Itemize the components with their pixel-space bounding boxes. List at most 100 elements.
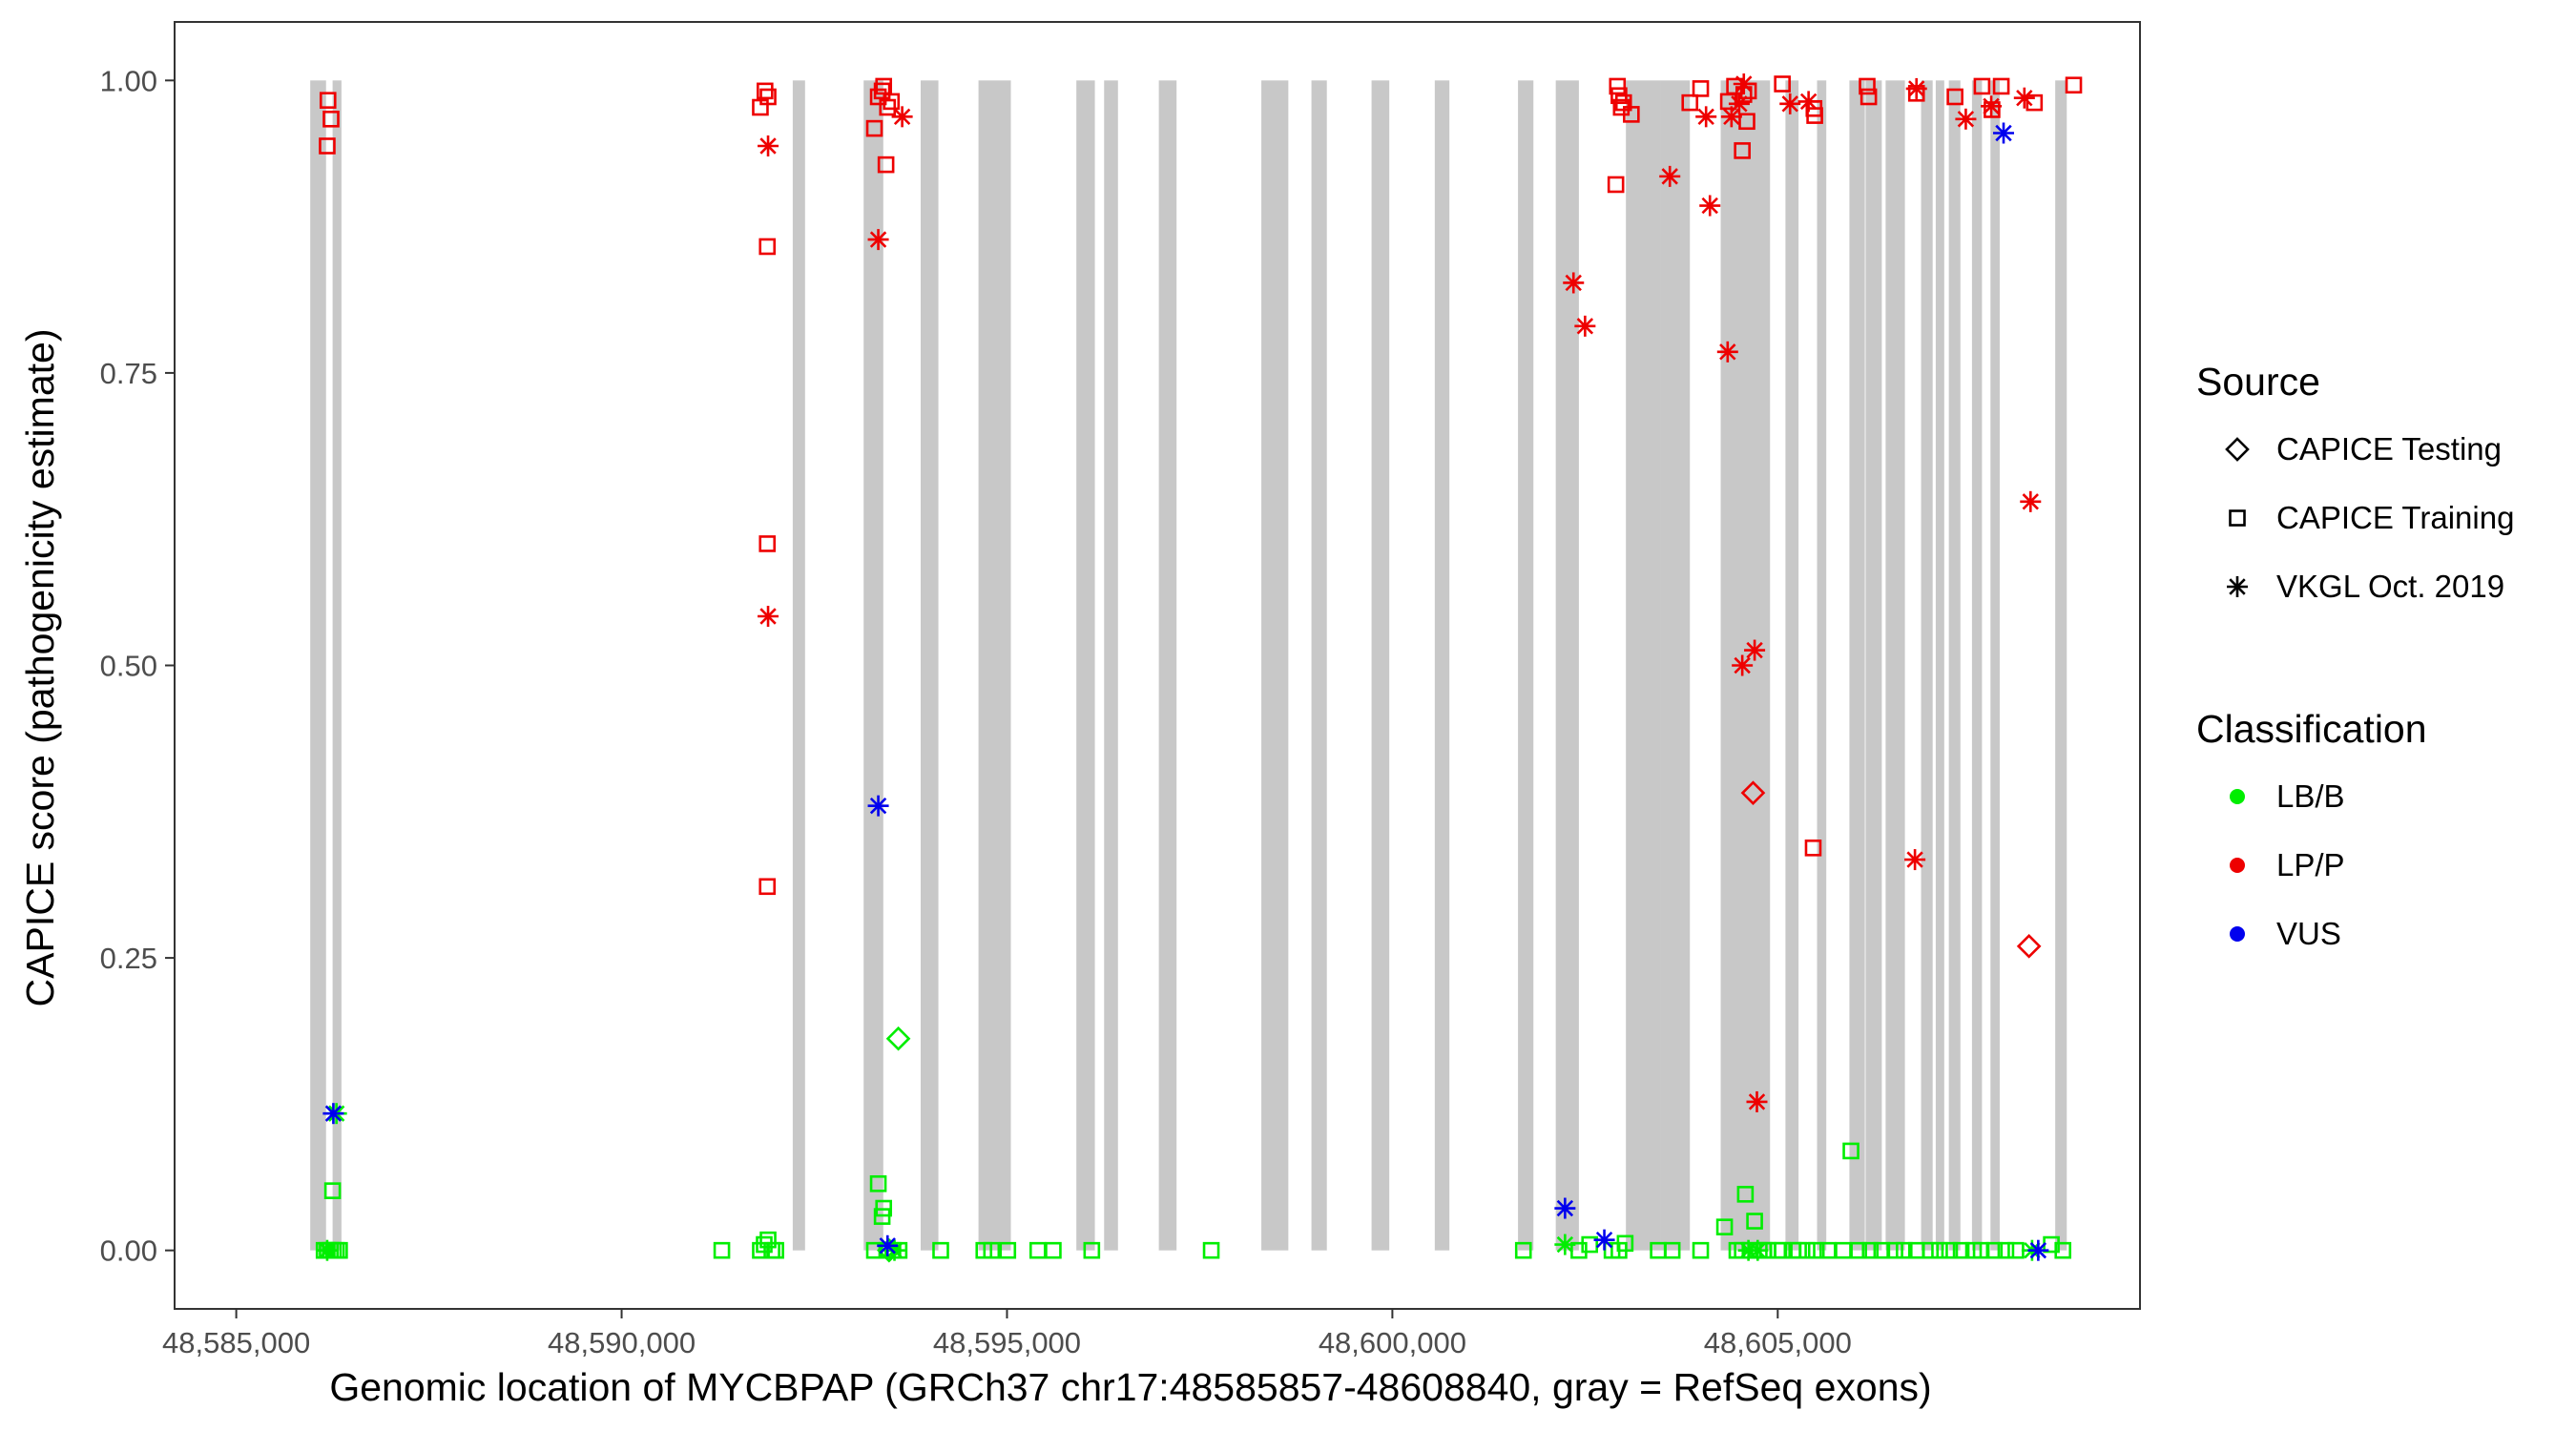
exon-band (1948, 80, 1961, 1251)
data-point (877, 156, 895, 174)
legend-source-items: CAPICE Testing CAPICE Training VKGL Oct. 2… (2225, 431, 2514, 604)
data-point (885, 1026, 911, 1051)
data-point (1616, 1234, 1634, 1253)
data-point (316, 1239, 338, 1261)
data-point (2007, 1241, 2025, 1259)
exon-band (1261, 80, 1289, 1251)
data-point (1083, 1241, 1101, 1259)
data-point (322, 1103, 344, 1125)
data-point (1779, 93, 1801, 114)
data-point (1905, 77, 1927, 99)
exon-band (1817, 80, 1827, 1251)
data-point (1798, 1241, 1816, 1259)
data-point (2054, 1241, 2072, 1259)
exon-band (1785, 80, 1799, 1251)
data-point (1554, 1234, 1576, 1255)
legend-source-label: VKGL Oct. 2019 (2276, 569, 2504, 604)
exon-band (1311, 80, 1327, 1251)
data-point (1981, 95, 2003, 117)
x-tick-label: 48,605,000 (1704, 1326, 1852, 1359)
y-tick-label: 0.00 (100, 1234, 157, 1268)
legend: Source CAPICE Testing CAPICE Training VKGL… (2196, 360, 2514, 951)
data-point (1774, 1241, 1791, 1259)
data-point (1997, 1241, 2015, 1259)
exon-band (1371, 80, 1390, 1251)
data-point (1692, 1241, 1710, 1259)
x-tick-label: 48,590,000 (548, 1326, 696, 1359)
data-point (1985, 1241, 2004, 1259)
exon-band (1104, 80, 1118, 1251)
data-point (1904, 849, 1926, 871)
data-point (1733, 73, 1755, 94)
exon-band (863, 80, 883, 1251)
data-point (1681, 93, 1699, 112)
data-point (1973, 77, 1991, 95)
data-point (1738, 113, 1755, 131)
data-point (2020, 490, 2042, 512)
data-point (758, 238, 777, 256)
data-point (1045, 1241, 1062, 1259)
exon-band (1971, 80, 1983, 1251)
plot-panel-border (174, 21, 2141, 1310)
data-point (1922, 1241, 1940, 1259)
data-point (1886, 1241, 1903, 1259)
legend-classification-label: LB/B (2276, 778, 2345, 814)
data-point (1992, 77, 2010, 95)
data-point (1734, 142, 1751, 159)
data-point (883, 93, 901, 111)
exon-band (1990, 80, 2000, 1251)
exon-band (978, 80, 1011, 1251)
data-point (2065, 76, 2083, 94)
data-point (877, 1234, 899, 1256)
data-point (758, 135, 779, 156)
data-point (1623, 106, 1640, 123)
y-tick-label: 0.50 (100, 650, 157, 683)
legend-source-label: CAPICE Training (2276, 500, 2514, 535)
data-point (319, 137, 336, 155)
exon-band (1434, 80, 1450, 1251)
exon-band (1076, 80, 1095, 1251)
data-point (1609, 77, 1627, 95)
data-point (1736, 1186, 1755, 1203)
data-point (1607, 176, 1625, 194)
data-point (983, 1241, 1001, 1259)
data-point (758, 535, 777, 552)
y-axis-title: CAPICE score (pathogenicity estimate) (18, 329, 62, 1007)
x-tick-label: 48,585,000 (162, 1326, 310, 1359)
exon-band (1158, 80, 1177, 1251)
data-point (1202, 1241, 1220, 1259)
data-point (1593, 1229, 1615, 1251)
data-point (1842, 1142, 1859, 1160)
exon-band (1626, 80, 1661, 1251)
data-point (1563, 272, 1585, 294)
exon-band (792, 80, 805, 1251)
exon-band (1849, 80, 1865, 1251)
data-point (865, 119, 883, 137)
data-point (757, 82, 774, 100)
data-point (1747, 1239, 1769, 1261)
data-point (879, 98, 897, 116)
x-axis-title: Genomic location of MYCBPAP (GRCh37 chr1… (329, 1365, 1931, 1409)
data-point (1692, 80, 1710, 97)
legend-key-dot (2230, 926, 2245, 942)
exon-band (1921, 80, 1933, 1251)
data-point (1581, 1235, 1598, 1254)
data-point (1715, 1218, 1734, 1235)
data-point (1804, 840, 1822, 857)
data-point (875, 1199, 893, 1217)
legend-source-title: Source (2196, 360, 2320, 404)
data-point (867, 229, 889, 251)
x-tick-label: 48,595,000 (933, 1326, 1081, 1359)
data-point (999, 1241, 1017, 1259)
data-point (1728, 93, 1750, 114)
data-point (1663, 1241, 1681, 1259)
data-points (315, 73, 2083, 1263)
data-point (1850, 1241, 1867, 1259)
y-tick-label: 0.75 (100, 357, 157, 390)
legend-classification-title: Classification (2196, 707, 2427, 751)
exon-band (310, 80, 326, 1251)
data-point (1554, 1197, 1576, 1219)
y-tick-label: 0.25 (100, 942, 157, 975)
data-point (1931, 1241, 1948, 1259)
